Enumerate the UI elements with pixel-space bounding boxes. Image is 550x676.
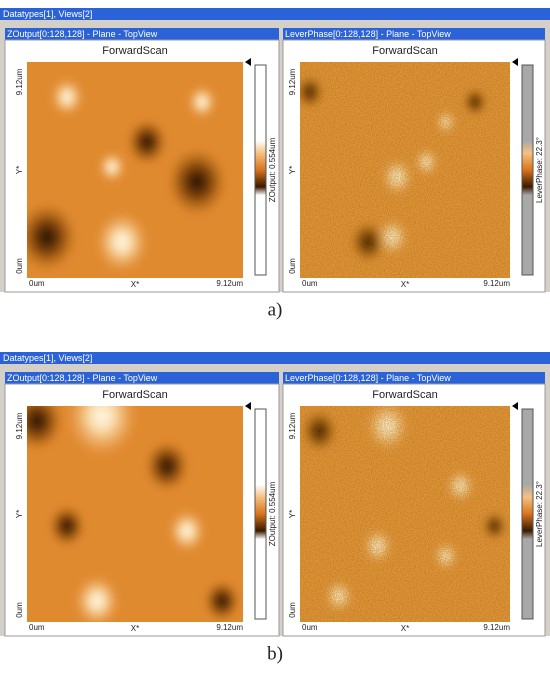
x-max-label: 9.12um [216, 623, 243, 632]
x-max-label: 9.12um [483, 279, 510, 288]
figure-caption: b) [267, 643, 283, 664]
x-max-label: 9.12um [483, 623, 510, 632]
y-axis-label: Y* [288, 510, 297, 518]
image-feature [167, 148, 227, 217]
image-feature [51, 79, 83, 116]
window-title: Datatypes[1], Views[2] [3, 9, 92, 19]
colorbar-label: LeverPhase: 22.3° [535, 481, 544, 547]
image-feature [75, 576, 119, 627]
image-feature [188, 86, 216, 118]
page: Datatypes[1], Views[2] ZOutput[0:128,128]… [0, 0, 550, 676]
x-max-label: 9.12um [216, 279, 243, 288]
scan-label: ForwardScan [102, 45, 167, 57]
image-feature [169, 510, 205, 551]
figure: Datatypes[1], Views[2] ZOutput[0:128,128]… [0, 0, 550, 676]
y-min-label: 0um [15, 258, 24, 274]
y-max-label: 9.12um [15, 412, 24, 439]
view-title: LeverPhase[0:128,128] - Plane - TopView [285, 29, 451, 39]
colorbar [255, 409, 266, 619]
scan-label: ForwardScan [102, 389, 167, 401]
colorbar [522, 409, 533, 619]
x-min-label: 0um [29, 279, 45, 288]
image-noise [300, 62, 510, 278]
scan-label: ForwardScan [372, 389, 437, 401]
colorbar [522, 65, 533, 275]
y-min-label: 0um [288, 258, 297, 274]
scan-label: ForwardScan [372, 45, 437, 57]
image-feature [99, 152, 125, 182]
colorbar-label: LeverPhase: 22.3° [535, 137, 544, 203]
colorbar-label: ZOutput: 0.554um [268, 481, 277, 546]
image-feature [127, 119, 167, 165]
afm-image [17, 62, 243, 278]
x-min-label: 0um [29, 623, 45, 632]
view-title: ZOutput[0:128,128] - Plane - TopView [7, 373, 158, 383]
y-max-label: 9.12um [288, 412, 297, 439]
colorbar [255, 65, 266, 275]
x-min-label: 0um [302, 279, 318, 288]
screenshot: Datatypes[1], Views[2] ZOutput[0:128,128]… [0, 352, 550, 664]
image-feature [96, 212, 148, 272]
y-min-label: 0um [288, 602, 297, 618]
y-axis-label: Y* [288, 166, 297, 174]
x-axis-label: X* [131, 624, 139, 633]
y-axis-label: Y* [15, 510, 24, 518]
y-axis-label: Y* [15, 166, 24, 174]
image-noise [300, 406, 510, 622]
x-min-label: 0um [302, 623, 318, 632]
y-min-label: 0um [15, 602, 24, 618]
x-axis-label: X* [401, 280, 409, 289]
colorbar-label: ZOutput: 0.554um [268, 137, 277, 202]
view-title: ZOutput[0:128,128] - Plane - TopView [7, 29, 158, 39]
screenshot: Datatypes[1], Views[2] ZOutput[0:128,128]… [0, 8, 550, 320]
x-axis-label: X* [401, 624, 409, 633]
image-feature [204, 580, 240, 621]
afm-image [11, 376, 243, 627]
x-axis-label: X* [131, 280, 139, 289]
window-title: Datatypes[1], Views[2] [3, 353, 92, 363]
view-title: LeverPhase[0:128,128] - Plane - TopView [285, 373, 451, 383]
y-max-label: 9.12um [15, 68, 24, 95]
image-feature [49, 505, 85, 546]
afm-image [300, 401, 510, 622]
y-max-label: 9.12um [288, 68, 297, 95]
image-feature [145, 441, 189, 492]
figure-caption: a) [268, 299, 283, 320]
afm-image [296, 62, 510, 278]
